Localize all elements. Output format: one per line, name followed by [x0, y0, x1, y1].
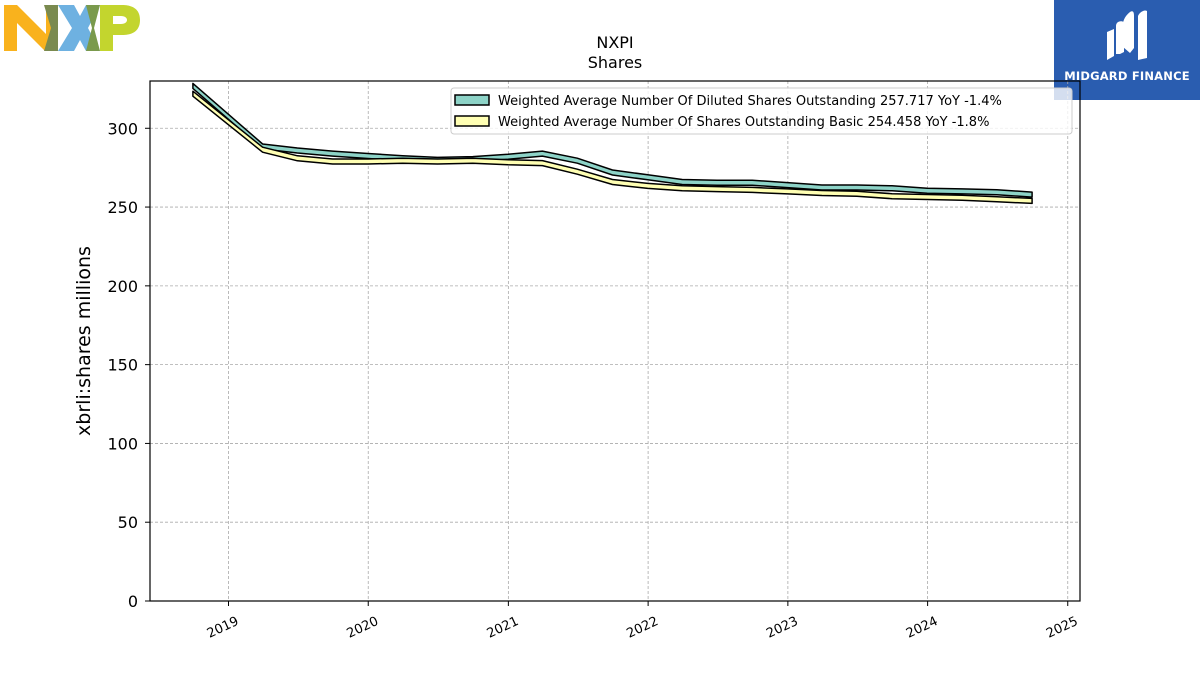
y-tick-label: 50: [118, 513, 138, 532]
y-tick-label: 300: [107, 119, 138, 138]
chart-subtitle: Shares: [588, 53, 643, 72]
x-tick-label: 2021: [485, 614, 521, 642]
y-tick-label: 100: [107, 434, 138, 453]
y-axis-label: xbrli:shares millions: [73, 246, 95, 436]
x-tick-label: 2020: [345, 614, 381, 642]
x-tick-label: 2025: [1044, 614, 1080, 642]
y-tick-label: 150: [107, 356, 138, 375]
legend-swatch-basic: [454, 115, 490, 127]
midgard-finance-badge: MIDGARD FINANCE: [1054, 0, 1200, 100]
y-tick-label: 250: [107, 198, 138, 217]
legend-frame: [450, 87, 1073, 135]
plot-frame: [149, 80, 1081, 602]
legend-swatch-diluted: [454, 94, 490, 106]
nxp-logo: [4, 5, 140, 51]
series-layer: [192, 82, 1033, 205]
legend-label-basic: Weighted Average Number Of Shares Outsta…: [498, 115, 989, 130]
chart-title: NXPI: [596, 33, 633, 52]
y-tick-label: 200: [107, 277, 138, 296]
x-tick-label: 2019: [205, 614, 241, 642]
midgard-finance-name: MIDGARD FINANCE: [1064, 69, 1190, 83]
legend: Weighted Average Number Of Diluted Share…: [450, 87, 1073, 135]
x-tick-label: 2024: [904, 614, 940, 642]
y-tick-label: 0: [128, 592, 138, 611]
x-tick-label: 2022: [624, 614, 660, 642]
legend-label-diluted: Weighted Average Number Of Diluted Share…: [498, 94, 1002, 109]
series-basic-band: [192, 90, 1033, 205]
x-tick-label: 2023: [764, 614, 800, 642]
midgard-m-icon: [1107, 10, 1147, 60]
